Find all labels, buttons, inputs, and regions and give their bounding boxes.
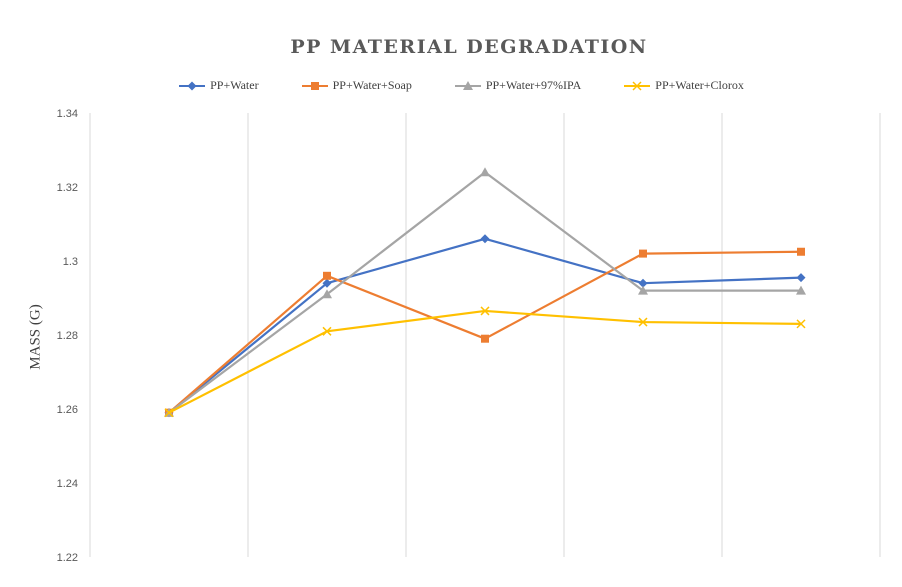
data-point [638,278,648,288]
chart-title: PP MATERIAL DEGRADATION [290,36,648,58]
legend-item: PP+Water+Soap [301,78,412,93]
legend-label: PP+Water+Soap [332,78,412,92]
data-point [462,80,473,90]
series-line [168,171,801,414]
y-tick-label: 1.34 [57,108,78,120]
data-point [323,271,331,280]
data-point [310,81,319,90]
series-line [168,309,802,414]
data-point [796,273,806,283]
y-tick-label: 1.32 [57,182,78,194]
legend-item: PP+Water+97%IPA [454,78,581,93]
data-point [480,306,490,316]
legend-label: PP+Water [210,78,259,92]
data-point [638,285,648,295]
legend-swatch [301,81,328,90]
y-tick-label: 1.22 [57,552,78,564]
data-point [481,334,489,343]
data-point [639,249,647,258]
data-point [322,278,332,288]
legend-label: PP+Water+Clorox [655,78,744,92]
legend-item: PP+Water [178,78,259,93]
data-point [796,285,806,295]
series-line [168,250,802,414]
y-tick-label: 1.28 [57,330,78,342]
data-point [164,408,174,418]
data-point [322,326,332,336]
y-tick-label: 1.24 [57,478,78,490]
legend-swatch [179,81,206,90]
y-tick-label: 1.26 [57,404,78,416]
legend-item: PP+Water+Clorox [623,78,744,93]
data-point [480,234,490,244]
data-point [796,319,806,329]
legend: PP+Water PP+Water+Soap PP+Water+97%IPA PP+W… [0,78,902,93]
y-tick-label: 1.3 [63,256,78,268]
legend-swatch [454,80,481,90]
legend-label: PP+Water+97%IPA [485,78,582,92]
data-point [797,247,805,256]
data-point [480,167,490,177]
data-point [632,80,642,91]
series-line [168,237,802,414]
data-point [187,81,197,90]
data-point [322,289,332,299]
data-point [638,317,648,327]
legend-swatch [624,80,651,91]
